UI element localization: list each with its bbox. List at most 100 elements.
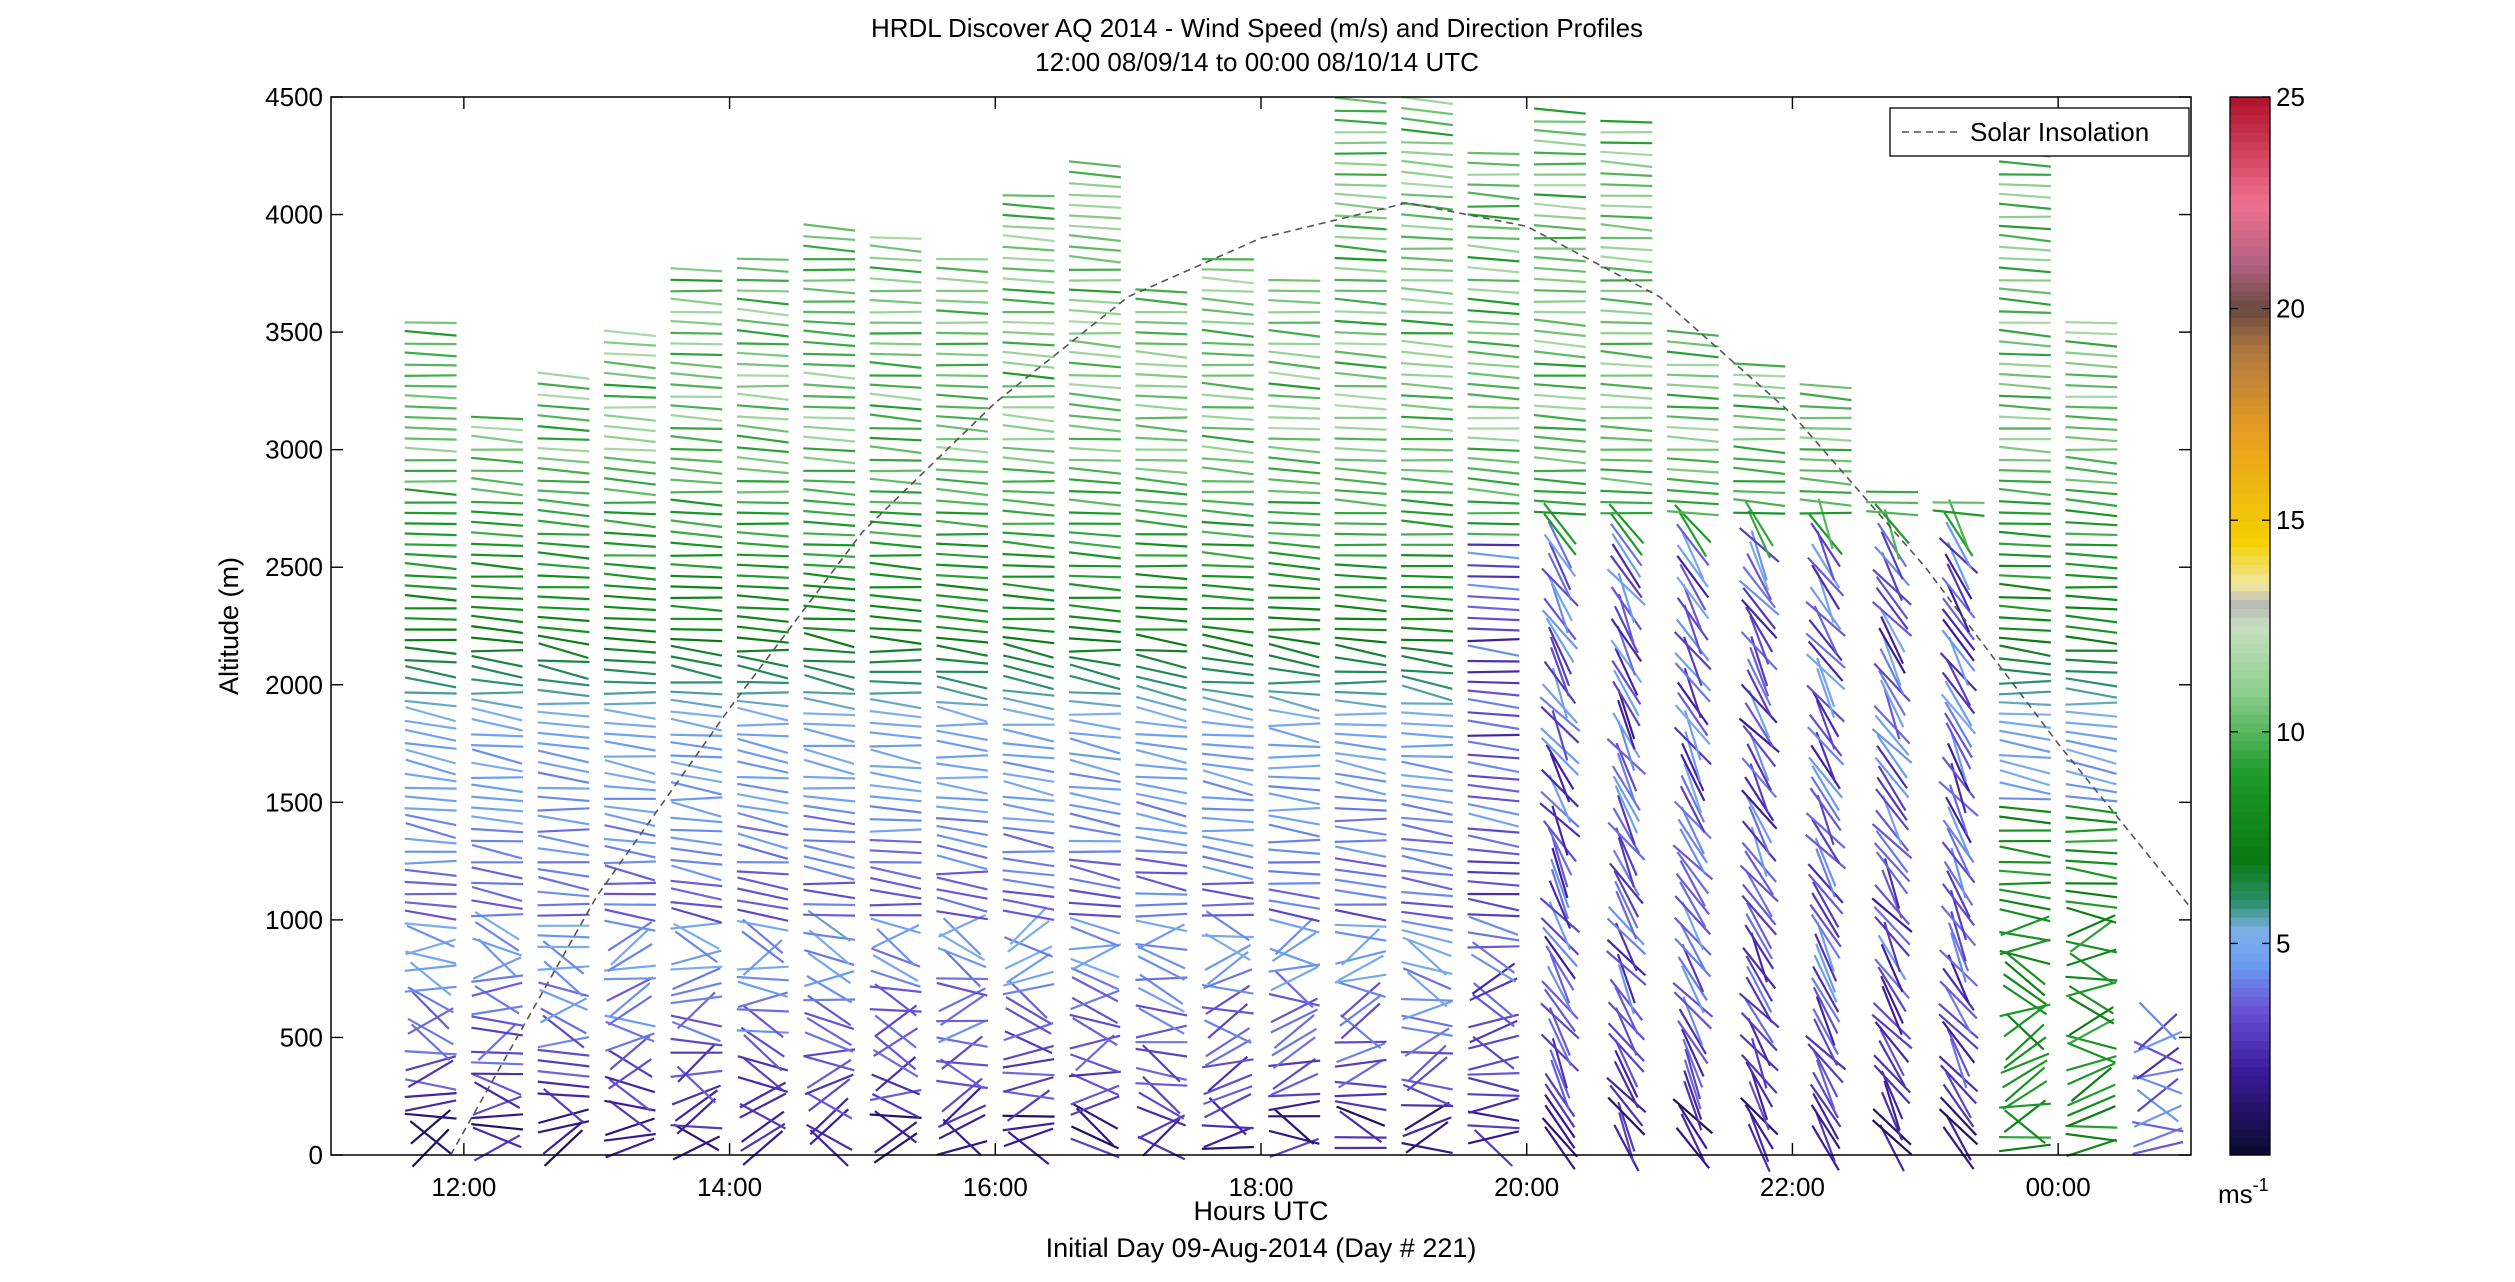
wind-barb <box>1551 837 1569 888</box>
wind-barb <box>1612 807 1641 854</box>
wind-barb <box>1883 1080 1901 1131</box>
wind-barb <box>1202 865 1254 881</box>
wind-barb <box>1746 669 1772 717</box>
wind-barb <box>1881 795 1903 845</box>
wind-barb <box>869 818 922 822</box>
wind-barb <box>1746 553 1773 601</box>
wind-barb <box>1880 1091 1904 1141</box>
wind-barb <box>869 709 922 719</box>
wind-barb <box>943 948 982 988</box>
wind-barb <box>1938 1108 1979 1146</box>
wind-barb <box>1334 289 1387 293</box>
wind-barb <box>1999 738 2051 754</box>
wind-barb <box>537 541 590 549</box>
colorbar-band <box>2230 1040 2270 1050</box>
wind-barb <box>2067 1018 2115 1045</box>
wind-barb <box>1075 1034 1115 1072</box>
colorbar-band <box>2230 705 2270 715</box>
wind-barb <box>1136 684 1187 702</box>
wind-barb <box>2067 1062 2116 1086</box>
wind-barb <box>670 278 723 282</box>
wind-barb <box>1945 986 1972 1034</box>
wind-barb <box>1807 873 1844 915</box>
wind-barb <box>1746 796 1773 844</box>
wind-barb <box>736 775 789 780</box>
wind-barb <box>1468 1055 1519 1071</box>
wind-barb <box>1003 674 1054 691</box>
wind-barb <box>1999 845 2051 859</box>
colorbar-band <box>2230 361 2270 371</box>
wind-barb <box>1799 405 1852 410</box>
wind-barb <box>1681 901 1705 951</box>
wind-barb <box>1334 723 1387 727</box>
y-tick-label: 2500 <box>265 552 323 582</box>
wind-barb <box>537 890 590 898</box>
colorbar-band <box>2230 872 2270 883</box>
wind-barb <box>1002 593 1055 602</box>
wind-barb <box>1401 604 1454 613</box>
wind-barb <box>736 501 789 505</box>
wind-barb <box>537 786 590 790</box>
wind-barb <box>2070 1066 2113 1102</box>
wind-barb <box>537 834 590 848</box>
wind-barb <box>1334 477 1387 486</box>
wind-barb <box>871 924 920 949</box>
wind-barb <box>1401 646 1454 655</box>
wind-barb <box>1874 756 1910 799</box>
wind-barb <box>1871 1119 1913 1156</box>
wind-barb <box>1881 985 1903 1036</box>
wind-barb <box>1467 382 1520 390</box>
wind-barb <box>404 374 457 377</box>
wind-barb <box>803 435 856 443</box>
wind-barb <box>1339 994 1383 1027</box>
wind-barb <box>737 832 789 850</box>
wind-barb <box>1998 415 2051 421</box>
wind-barb <box>1617 837 1635 888</box>
wind-barb <box>1533 151 1586 156</box>
wind-barb <box>1600 246 1653 252</box>
wind-barb <box>869 289 922 293</box>
colorbar-band <box>2230 520 2270 530</box>
wind-barb <box>1338 1059 1384 1089</box>
colorbar-band <box>2230 802 2270 812</box>
wind-barb <box>471 815 523 825</box>
wind-barb <box>603 701 656 706</box>
colorbar-band <box>2230 564 2270 574</box>
wind-barb <box>1135 331 1188 336</box>
wind-barb <box>936 331 989 335</box>
wind-barb <box>471 1123 524 1131</box>
wind-barb <box>603 626 656 633</box>
wind-barb <box>1815 943 1837 993</box>
wind-barb <box>803 552 856 558</box>
wind-barb <box>1135 436 1188 442</box>
colorbar-band <box>2230 476 2270 486</box>
wind-barb <box>942 917 982 956</box>
wind-barb <box>1678 511 1708 558</box>
wind-barb <box>1002 446 1055 453</box>
wind-barb <box>736 899 789 910</box>
wind-barb <box>1999 908 2051 923</box>
wind-barb <box>1068 446 1121 453</box>
wind-barb <box>1748 1081 1770 1131</box>
wind-barb <box>1334 563 1387 569</box>
wind-barb <box>1068 214 1121 220</box>
wind-barb <box>1135 902 1188 907</box>
wind-barb <box>537 551 590 560</box>
wind-barb <box>1334 627 1387 632</box>
wind-barb <box>1544 1094 1576 1139</box>
colorbar-band <box>2230 317 2270 327</box>
wind-barb <box>1805 632 1846 669</box>
wind-barb <box>1799 427 1852 431</box>
wind-barb <box>603 424 656 433</box>
wind-barb <box>1201 457 1254 464</box>
wind-barb <box>1879 679 1905 728</box>
wind-barb <box>736 318 789 327</box>
wind-barb <box>471 1050 524 1055</box>
wind-barb <box>1002 857 1055 868</box>
wind-barb <box>1467 740 1520 752</box>
y-tick-label: 4500 <box>265 82 323 112</box>
wind-barb <box>1201 480 1254 483</box>
wind-barb <box>1600 297 1653 306</box>
